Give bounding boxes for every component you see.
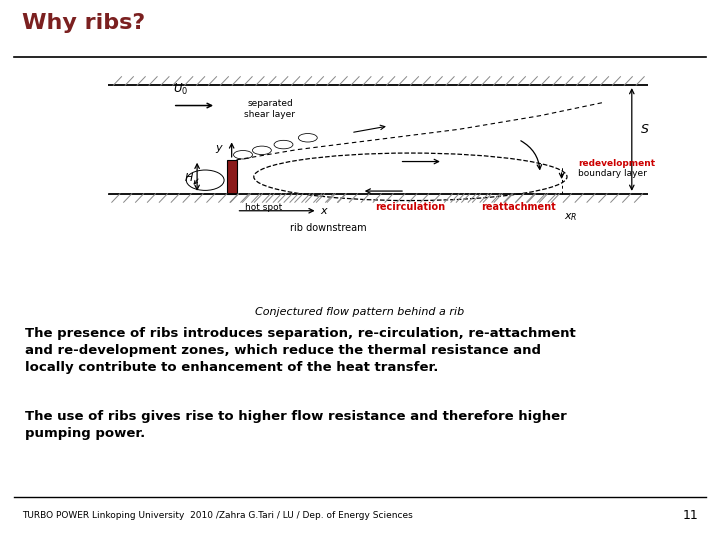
Text: recirculation: recirculation bbox=[375, 202, 446, 212]
Text: Why ribs?: Why ribs? bbox=[22, 13, 145, 33]
Text: rib downstream: rib downstream bbox=[290, 222, 366, 233]
Text: redevelopment: redevelopment bbox=[577, 159, 655, 168]
Text: $S$: $S$ bbox=[640, 123, 649, 136]
Text: The presence of ribs introduces separation, re-circulation, re-attachment
and re: The presence of ribs introduces separati… bbox=[25, 327, 576, 374]
Text: separated
shear layer: separated shear layer bbox=[245, 99, 295, 119]
Text: boundary layer: boundary layer bbox=[577, 169, 647, 178]
Text: $x_R$: $x_R$ bbox=[564, 212, 578, 224]
Text: $y$: $y$ bbox=[215, 143, 223, 155]
Text: reattachment: reattachment bbox=[481, 202, 556, 212]
Text: $H$: $H$ bbox=[184, 171, 194, 183]
Text: The use of ribs gives rise to higher flow resistance and therefore higher
pumpin: The use of ribs gives rise to higher flo… bbox=[25, 410, 567, 440]
Bar bbox=[227, 160, 236, 194]
Text: $x$: $x$ bbox=[320, 206, 329, 216]
Text: 11: 11 bbox=[683, 509, 698, 522]
Text: Conjectured flow pattern behind a rib: Conjectured flow pattern behind a rib bbox=[256, 307, 464, 317]
Text: TURBO POWER Linkoping University  2010 /Zahra G.Tari / LU / Dep. of Energy Scien: TURBO POWER Linkoping University 2010 /Z… bbox=[22, 511, 413, 520]
Text: $U_0$: $U_0$ bbox=[173, 82, 188, 97]
Text: hot spot: hot spot bbox=[245, 203, 282, 212]
